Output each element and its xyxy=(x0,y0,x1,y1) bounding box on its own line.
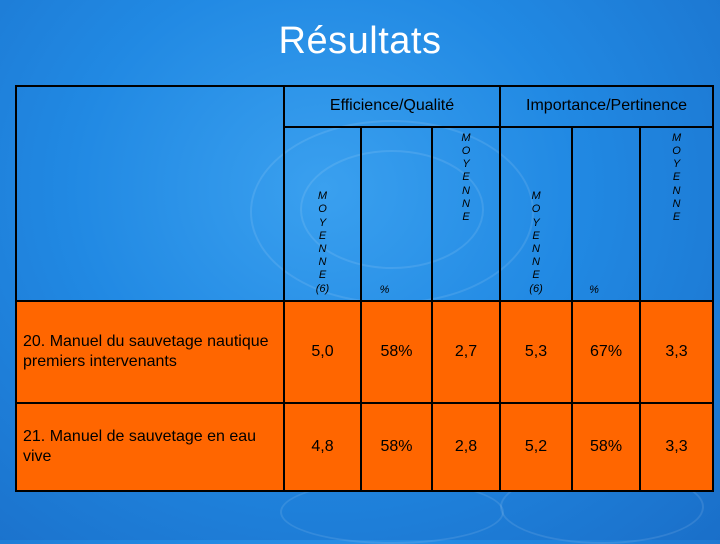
subheader-label: M O Y E N N E (6) xyxy=(529,190,543,295)
empty-header-cell xyxy=(15,85,285,301)
cell-value: 58% xyxy=(360,299,433,404)
table-row: 21. Manuel de sauvetage en eau vive 4,8 … xyxy=(15,401,715,493)
subheader-moyenne: M O Y E N N E xyxy=(639,125,715,302)
subheader-label: M O Y E N N E (6) xyxy=(315,190,330,295)
subheader-percent: % xyxy=(360,125,433,302)
subheader-label: % xyxy=(379,283,390,296)
cell-value: 4,8 xyxy=(283,401,362,493)
cell-value: 2,7 xyxy=(430,299,502,404)
results-table: Efficience/Qualité Importance/Pertinence… xyxy=(15,85,715,493)
subheader-percent: % xyxy=(571,125,642,302)
cell-value: 5,3 xyxy=(499,299,574,404)
subheader-label: % xyxy=(589,283,599,296)
subheader-moyenne6: M O Y E N N E (6) xyxy=(499,125,574,302)
slide-title: Résultats xyxy=(278,20,442,62)
subheader-moyenne: M O Y E N N E xyxy=(430,125,502,302)
subheader-label: M O Y E N N E xyxy=(461,131,471,224)
group-header-efficience: Efficience/Qualité xyxy=(282,85,502,128)
group-header-importance: Importance/Pertinence xyxy=(499,85,715,128)
subheader-moyenne6: M O Y E N N E (6) xyxy=(283,125,362,302)
subheader-label: M O Y E N N E xyxy=(671,131,682,224)
cell-value: 58% xyxy=(571,401,642,493)
table-row: 20. Manuel du sauvetage nautique premier… xyxy=(15,299,715,404)
cell-value: 67% xyxy=(571,299,642,404)
cell-value: 2,8 xyxy=(430,401,502,493)
cell-value: 3,3 xyxy=(639,299,715,404)
cell-value: 58% xyxy=(360,401,433,493)
cell-value: 3,3 xyxy=(639,401,715,493)
cell-value: 5,0 xyxy=(283,299,362,404)
row-label: 20. Manuel du sauvetage nautique premier… xyxy=(15,299,285,404)
row-label: 21. Manuel de sauvetage en eau vive xyxy=(15,401,285,493)
cell-value: 5,2 xyxy=(499,401,574,493)
